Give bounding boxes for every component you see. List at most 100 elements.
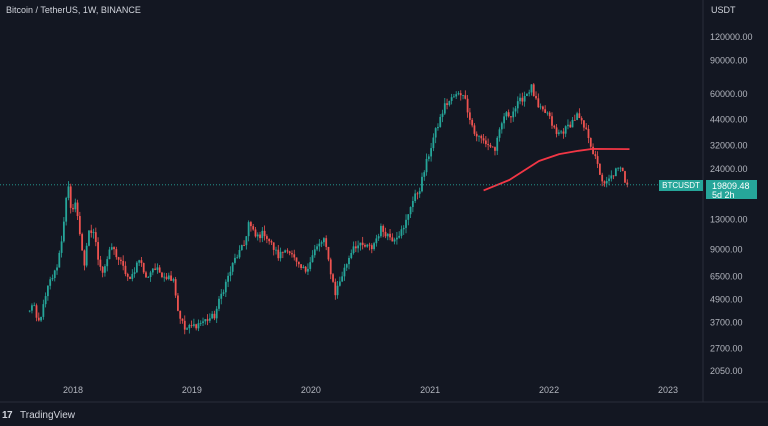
candle-body bbox=[304, 266, 307, 272]
candle-body bbox=[398, 235, 401, 238]
symbol-price-badge: BTCUSDT bbox=[659, 180, 703, 191]
candle-body bbox=[621, 167, 624, 172]
candle-body bbox=[407, 214, 410, 220]
candle-body bbox=[516, 101, 519, 109]
candle-body bbox=[482, 138, 485, 141]
candle-body bbox=[350, 253, 353, 259]
candle-body bbox=[505, 112, 508, 117]
tradingview-brand[interactable]: TradingView bbox=[20, 410, 76, 421]
candle-body bbox=[352, 246, 355, 254]
candle-body bbox=[521, 97, 524, 102]
candle-body bbox=[361, 242, 364, 245]
candle-body bbox=[409, 207, 412, 215]
candle-body bbox=[491, 146, 494, 148]
candle-body bbox=[617, 167, 620, 169]
candle-body bbox=[208, 318, 211, 321]
candle-body bbox=[573, 119, 576, 121]
price-tick-label: 2700.00 bbox=[710, 343, 743, 353]
candle-body bbox=[206, 319, 209, 321]
price-tick-label: 44000.00 bbox=[710, 114, 748, 124]
candle-body bbox=[612, 175, 615, 177]
candle-body bbox=[530, 84, 533, 93]
candle-body bbox=[197, 323, 200, 329]
candle-body bbox=[313, 249, 316, 256]
candle-body bbox=[432, 137, 435, 149]
candle-body bbox=[147, 277, 150, 278]
candle-body bbox=[587, 128, 590, 139]
candle-body bbox=[47, 285, 49, 297]
candle-body bbox=[464, 95, 467, 99]
candle-body bbox=[247, 222, 250, 237]
candle-body bbox=[373, 243, 375, 250]
tradingview-logo-icon[interactable]: 17 bbox=[2, 410, 13, 421]
candle-body bbox=[384, 231, 387, 237]
candle-body bbox=[496, 137, 499, 151]
candle-body bbox=[58, 252, 61, 268]
candle-body bbox=[170, 275, 172, 281]
candle-body bbox=[204, 319, 207, 322]
candle-body bbox=[484, 140, 487, 145]
candle-body bbox=[174, 279, 177, 296]
candle-body bbox=[51, 278, 54, 280]
candle-body bbox=[601, 174, 604, 182]
candle-body bbox=[443, 103, 446, 114]
candle-body bbox=[434, 128, 437, 138]
candle-body bbox=[133, 272, 136, 274]
candle-body bbox=[494, 147, 496, 151]
candle-body bbox=[124, 265, 127, 275]
candle-body bbox=[188, 325, 191, 329]
candle-body bbox=[272, 242, 275, 250]
candle-body bbox=[268, 238, 271, 242]
candle-body bbox=[359, 242, 362, 246]
candle-body bbox=[562, 131, 565, 134]
candle-body bbox=[487, 144, 490, 146]
candle-body bbox=[626, 182, 629, 185]
candle-body bbox=[265, 236, 268, 239]
candle-body bbox=[97, 242, 99, 260]
candle-body bbox=[345, 264, 348, 268]
candle-body bbox=[279, 251, 282, 259]
candle-body bbox=[414, 193, 417, 202]
footer: 17 TradingView bbox=[0, 404, 768, 426]
candle-body bbox=[589, 138, 592, 147]
candle-body bbox=[250, 222, 252, 227]
candle-body bbox=[101, 266, 104, 273]
candle-body bbox=[158, 267, 161, 273]
candle-body bbox=[427, 156, 430, 159]
candle-body bbox=[161, 272, 163, 278]
candle-body bbox=[480, 135, 483, 139]
candle-body bbox=[391, 237, 394, 242]
price-tick-label: 4900.00 bbox=[710, 294, 743, 304]
candle-body bbox=[332, 274, 334, 282]
price-tick-label: 6500.00 bbox=[710, 271, 743, 281]
chart-title: Bitcoin / TetherUS, 1W, BINANCE bbox=[6, 5, 141, 15]
candle-body bbox=[220, 293, 223, 299]
candle-body bbox=[323, 238, 325, 243]
candle-body bbox=[334, 281, 337, 296]
price-tick-label: 24000.00 bbox=[710, 164, 748, 174]
candle-body bbox=[526, 93, 528, 97]
candle-body bbox=[457, 93, 460, 95]
candle-body bbox=[366, 244, 369, 247]
candle-body bbox=[49, 279, 52, 286]
candle-body bbox=[462, 95, 464, 97]
candle-body bbox=[585, 127, 588, 129]
candle-body bbox=[608, 178, 610, 182]
candle-body bbox=[507, 112, 510, 117]
candle-body bbox=[341, 276, 344, 282]
candle-body bbox=[564, 126, 567, 134]
candle-body bbox=[177, 295, 179, 311]
candle-body bbox=[471, 119, 474, 126]
candle-body bbox=[254, 229, 257, 237]
candle-body bbox=[555, 127, 558, 134]
candle-body bbox=[548, 112, 551, 117]
candle-body bbox=[163, 276, 166, 278]
candle-body bbox=[293, 254, 296, 258]
candle-body bbox=[199, 322, 202, 324]
time-tick-label: 2019 bbox=[182, 385, 202, 395]
candle-body bbox=[375, 238, 378, 244]
candle-body bbox=[297, 261, 300, 265]
candle-body bbox=[259, 234, 261, 239]
